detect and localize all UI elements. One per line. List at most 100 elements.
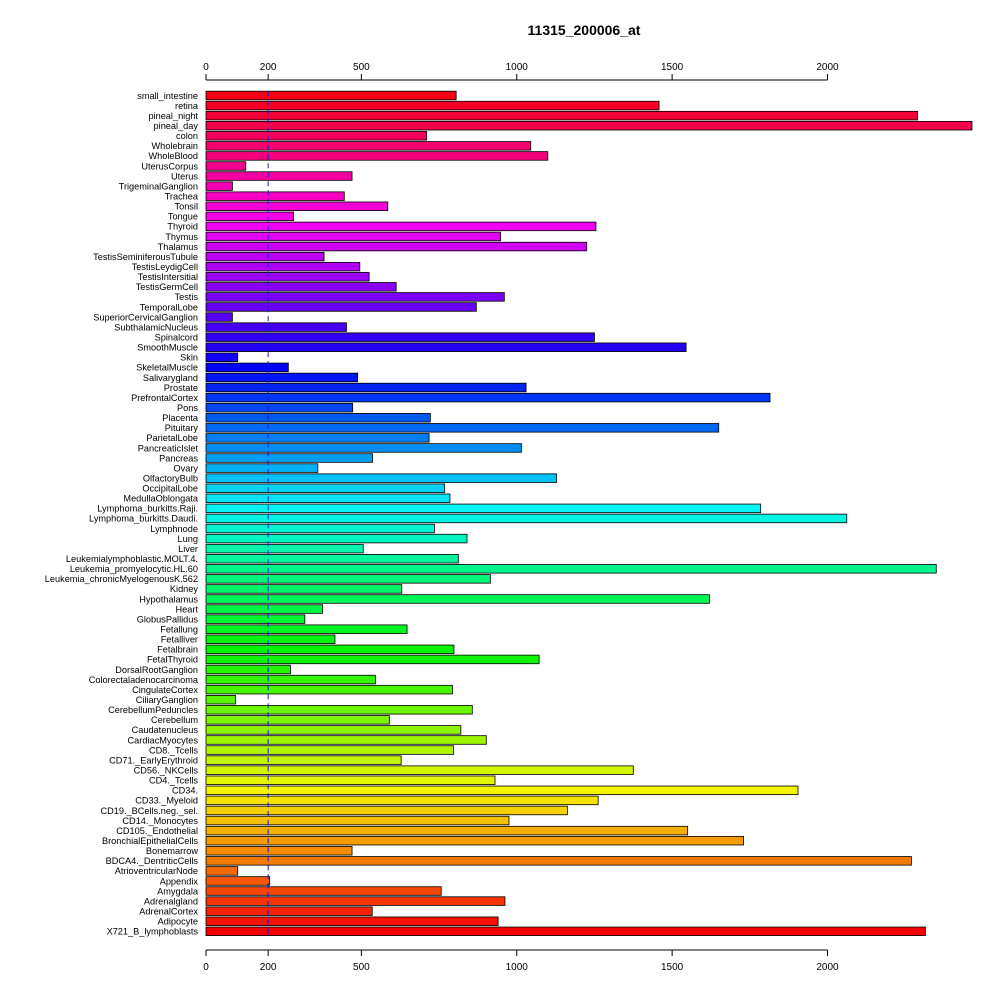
category-label: OccipitalLobe [142, 484, 198, 494]
top-axis-tick-label: 0 [203, 62, 209, 73]
bar [205, 201, 389, 211]
category-label: Tonsil [175, 202, 199, 212]
bar [205, 735, 487, 745]
bar [205, 503, 762, 514]
bar [205, 533, 468, 544]
category-label: CD105._Endothelial [116, 826, 198, 836]
bar [205, 543, 364, 554]
category-label: CerebellumPeduncles [108, 705, 198, 715]
category-label: Salivarygland [143, 373, 198, 383]
bar [205, 261, 361, 272]
bar [205, 221, 597, 232]
bar [205, 231, 501, 242]
bar [205, 463, 319, 473]
category-label: Fetallung [160, 625, 198, 635]
top-axis-tick-label: 500 [353, 62, 370, 73]
category-label: Amygdala [157, 886, 199, 896]
category-label: Lymphoma_burkitts.Daudi. [89, 514, 198, 524]
bar [205, 755, 402, 765]
bar [205, 342, 687, 352]
category-label: Trachea [165, 192, 199, 202]
category-label: Thyroid [167, 222, 198, 232]
category-label: Fetalliver [161, 635, 198, 645]
bar [205, 211, 295, 222]
category-label: TestisLeydigCell [132, 262, 198, 272]
bar [205, 191, 345, 201]
bars-group [205, 90, 973, 937]
category-label: Adipocyte [158, 917, 198, 927]
bar [205, 251, 325, 262]
bar [205, 634, 336, 644]
category-label: Spinalcord [155, 332, 198, 342]
bar [205, 856, 912, 866]
category-label: UterusCorpus [141, 161, 198, 171]
bar [205, 302, 477, 312]
bar [205, 896, 506, 906]
category-label: Liver [178, 544, 198, 554]
category-label: Kidney [170, 584, 198, 594]
bar [205, 765, 634, 775]
category-label: Cerebellum [151, 715, 198, 725]
category-label: WholeBlood [148, 151, 198, 161]
bar [205, 574, 491, 584]
category-label: PrefrontalCortex [131, 393, 198, 403]
bar [205, 282, 397, 292]
category-label: AdrenalCortex [139, 906, 198, 916]
bar [205, 554, 459, 564]
bar [205, 584, 403, 594]
category-label: ParietalLobe [146, 433, 198, 443]
category-label: CD56._NKCells [134, 765, 199, 775]
category-label: Hypothalamus [139, 594, 198, 604]
bar [205, 916, 499, 926]
category-label: CiliaryGanglion [136, 695, 198, 705]
category-label: Prostate [164, 383, 198, 393]
category-label: Lung [178, 534, 198, 544]
category-label: X721_B_lymphoblasts [107, 927, 199, 937]
category-label: MedullaOblongata [123, 494, 198, 504]
category-label: TestisSeminiferousTubule [93, 252, 198, 262]
bar [205, 695, 236, 705]
bar [205, 644, 455, 655]
bar [205, 402, 354, 413]
bottom-axis-tick-label: 0 [203, 962, 209, 973]
category-label: Adrenalgland [144, 896, 198, 906]
bar [205, 493, 451, 504]
bar [205, 715, 390, 725]
bar [205, 433, 430, 443]
bottom-axis-tick-label: 500 [353, 962, 370, 973]
bar [205, 121, 973, 131]
bar [205, 161, 247, 171]
bar [205, 876, 271, 886]
category-label: pineal_night [148, 111, 198, 121]
bar [205, 423, 720, 433]
bar [205, 483, 446, 493]
bar [205, 513, 848, 524]
category-label: Colorectaladenocarcinoma [89, 675, 199, 685]
category-label: CingulateCortex [132, 685, 198, 695]
category-label: Uterus [171, 171, 198, 181]
bar [205, 846, 353, 856]
category-label: Appendix [160, 876, 199, 886]
category-label: Thalamus [158, 242, 199, 252]
category-label: DorsalRootGanglion [115, 665, 198, 675]
category-label: AtrioventricularNode [115, 866, 198, 876]
bar [205, 413, 431, 423]
bar [205, 322, 347, 332]
category-label: Pituitary [165, 423, 199, 433]
bottom-axis-tick-label: 1500 [661, 962, 684, 973]
category-labels: small_intestineretinapineal_nightpineal_… [45, 91, 199, 937]
category-label: TrigeminalGanglion [119, 181, 198, 191]
top-axis: 0 200 500 1000 1500 2000 [203, 62, 839, 81]
bar [205, 171, 353, 181]
bottom-axis-tick-label: 200 [260, 962, 277, 973]
bottom-axis-tick-label: 1000 [506, 962, 529, 973]
bar [205, 775, 496, 785]
category-label: SkeletalMuscle [136, 363, 198, 373]
category-label: retina [175, 101, 199, 111]
category-label: CD4._Tcells [149, 776, 198, 786]
bar [205, 926, 926, 937]
bar [205, 614, 306, 624]
category-label: Thymus [165, 232, 198, 242]
category-label: SubthalamicNucleus [114, 322, 198, 332]
